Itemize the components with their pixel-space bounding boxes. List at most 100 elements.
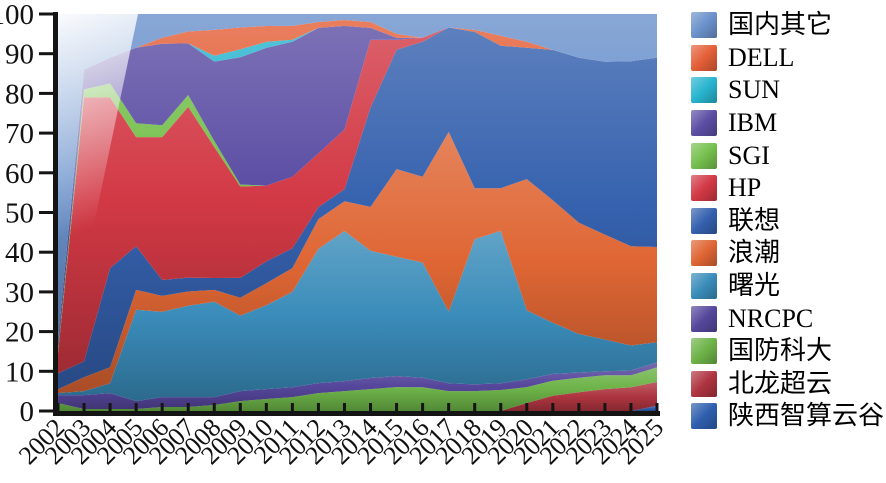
x-tick: [56, 403, 60, 415]
legend-label: DELL: [728, 42, 795, 72]
y-tick: [39, 131, 54, 135]
legend-label: 陕西智算云谷: [728, 401, 885, 431]
legend-item-国内其它: 国内其它: [691, 9, 884, 42]
x-tick: [525, 403, 529, 415]
legend-label: 国防科大: [728, 336, 833, 366]
y-axis-label: 100: [0, 0, 34, 31]
legend-swatch: [691, 142, 717, 169]
y-axis-label: 30: [5, 277, 34, 309]
y-tick: [39, 52, 54, 56]
legend-swatch: [691, 44, 717, 71]
legend-label: IBM: [728, 108, 778, 138]
x-tick: [290, 403, 294, 415]
legend-label: SGI: [728, 140, 770, 170]
area-NRCPC: [58, 362, 657, 409]
x-tick: [238, 403, 242, 415]
x-tick: [264, 403, 268, 415]
legend-item-北龙超云: 北龙超云: [691, 368, 884, 401]
legend-swatch: [691, 305, 717, 332]
y-axis-label: 20: [5, 317, 34, 349]
x-tick: [655, 403, 659, 415]
legend-swatch: [691, 338, 717, 365]
axes: [53, 12, 660, 416]
area-浪潮: [58, 131, 657, 394]
x-tick: [186, 403, 190, 415]
legend-label: 国内其它: [728, 10, 833, 40]
legend-swatch: [691, 12, 717, 39]
legend-label: 北龙超云: [728, 368, 833, 398]
y-axis-label: 0: [20, 396, 35, 428]
x-tick: [577, 403, 581, 415]
area-IBM: [58, 25, 657, 350]
x-tick: [134, 403, 138, 415]
legend-label: HP: [728, 173, 762, 203]
y-axis-label: 90: [5, 39, 34, 71]
y-axis-line: [53, 12, 58, 416]
y-tick: [39, 330, 54, 334]
x-tick: [342, 403, 346, 415]
legend-label: 曙光: [728, 271, 781, 301]
legend-item-曙光: 曙光: [691, 270, 884, 303]
y-tick: [39, 12, 54, 16]
legend-item-联想: 联想: [691, 205, 884, 238]
legend-item-IBM: IBM: [691, 107, 884, 140]
legend-swatch: [691, 77, 717, 104]
y-tick: [39, 211, 54, 214]
x-tick: [629, 403, 633, 415]
x-tick: [108, 403, 112, 415]
legend-item-陕西智算云谷: 陕西智算云谷: [691, 400, 884, 433]
legend-swatch: [691, 207, 717, 234]
y-axis: 0 10 20 30 40 50 60 70 80 90 100: [0, 0, 54, 428]
legend-swatch: [691, 370, 717, 397]
x-axis-line: [53, 411, 660, 416]
y-axis-label: 60: [5, 158, 34, 190]
legend-item-SUN: SUN: [691, 74, 884, 107]
x-tick: [421, 403, 425, 415]
chart-areas: [58, 14, 657, 411]
area-北龙超云: [58, 382, 657, 411]
legend-item-HP: HP: [691, 172, 884, 205]
legend-swatch: [691, 273, 717, 300]
x-tick: [316, 403, 320, 415]
legend-item-SGI: SGI: [691, 139, 884, 172]
area-国防科大: [58, 367, 657, 411]
x-tick: [395, 403, 399, 415]
legend-label: SUN: [728, 75, 781, 105]
y-tick: [39, 369, 54, 373]
legend-item-DELL: DELL: [691, 42, 884, 75]
legend-item-国防科大: 国防科大: [691, 335, 884, 368]
x-tick: [447, 403, 451, 415]
legend-label: 联想: [728, 205, 781, 235]
y-tick: [39, 409, 54, 413]
area-曙光: [58, 230, 657, 402]
y-axis-label: 10: [5, 356, 34, 388]
x-tick: [82, 403, 86, 415]
x-tick: [551, 403, 555, 415]
y-tick: [39, 171, 54, 175]
legend-swatch: [691, 240, 717, 267]
area-HP: [58, 27, 657, 374]
x-tick: [160, 403, 164, 415]
legend-swatch: [691, 403, 717, 430]
y-tick: [39, 250, 54, 254]
gloss-highlight: [58, 14, 138, 396]
x-tick: [369, 403, 373, 415]
legend-label: 浪潮: [728, 238, 781, 268]
y-tick: [39, 290, 54, 294]
legend-item-NRCPC: NRCPC: [691, 302, 884, 335]
y-axis-label: 80: [5, 78, 34, 110]
area-联想: [58, 27, 657, 390]
chart-legend: 国内其它 DELL SUN IBM SGI HP 联想 浪潮 曙光 NRCPC 国防科大 北龙超云 陕西…: [691, 9, 884, 433]
legend-label: NRCPC: [728, 303, 814, 333]
x-tick: [603, 403, 607, 415]
legend-swatch: [691, 110, 717, 137]
x-tick: [212, 403, 216, 415]
y-tick: [39, 91, 54, 95]
x-tick: [473, 403, 477, 415]
x-tick: [499, 403, 503, 415]
legend-swatch: [691, 175, 717, 202]
y-axis-label: 70: [5, 118, 34, 150]
y-axis-label: 50: [5, 198, 34, 230]
